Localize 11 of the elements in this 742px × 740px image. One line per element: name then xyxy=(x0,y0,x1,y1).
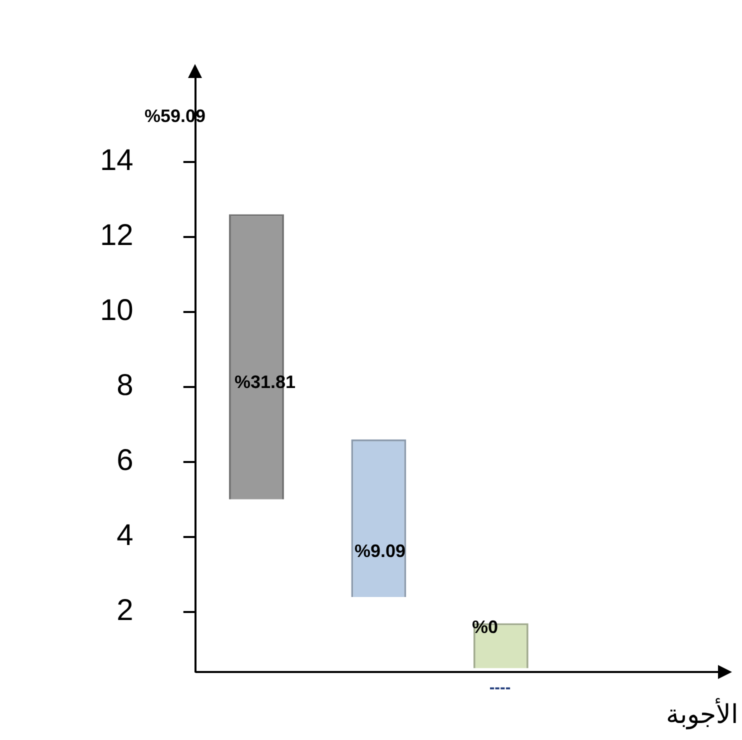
annotation: %0 xyxy=(472,616,498,637)
y-tick-label: 2 xyxy=(116,594,134,628)
y-tick-label: 4 xyxy=(116,519,134,552)
y-tick-label: 12 xyxy=(100,219,134,252)
annotation: %9.09 xyxy=(354,540,406,561)
y-tick-label: 14 xyxy=(100,144,134,178)
y-tick-label: 10 xyxy=(100,294,134,328)
y-tick-label: 6 xyxy=(116,444,134,478)
text: ---- xyxy=(489,679,511,696)
y-tick-label: 8 xyxy=(116,369,134,402)
text: الأجوبة xyxy=(666,697,738,730)
